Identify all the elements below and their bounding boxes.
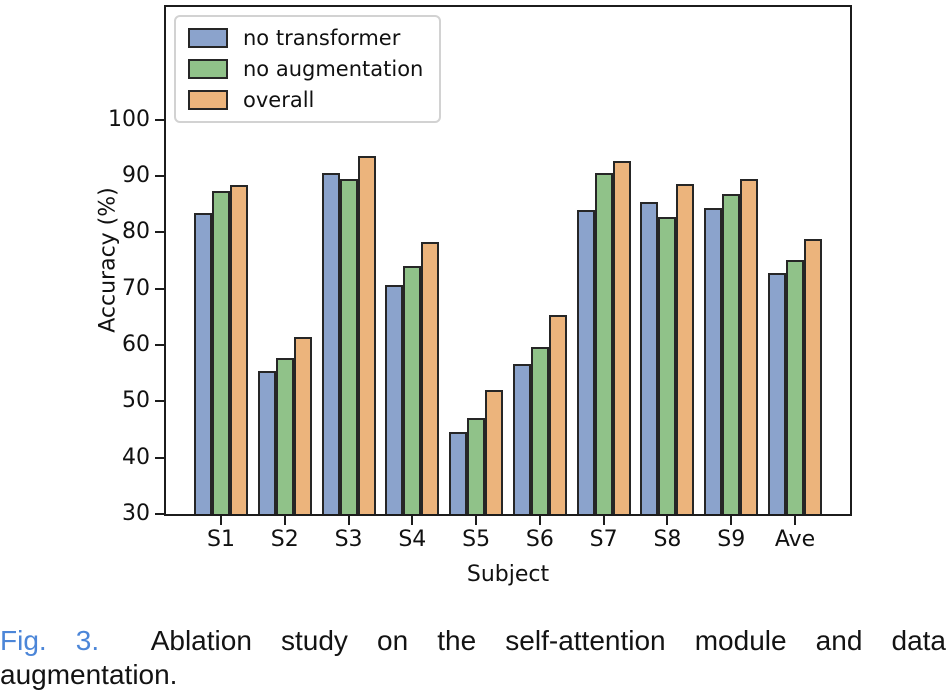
x-tick-label: S8: [653, 527, 682, 552]
bar-s7-no-transformer: [576, 209, 595, 514]
x-tick-mark: [602, 514, 605, 525]
y-tick-mark: [155, 175, 166, 177]
x-tick-mark: [538, 514, 541, 525]
y-tick-mark: [155, 118, 166, 121]
bar-s5-no-augmentation: [467, 417, 486, 514]
legend-item: no augmentation: [188, 57, 423, 81]
x-tick-mark: [411, 514, 414, 525]
y-tick-label: 90: [122, 163, 150, 188]
x-tick-mark: [794, 514, 796, 525]
bar-ave-overall: [804, 239, 822, 514]
bar-s9-no-augmentation: [722, 194, 741, 514]
bar-s7-overall: [612, 160, 631, 514]
bar-s8-no-transformer: [640, 202, 659, 514]
bar-s4-overall: [421, 242, 440, 514]
bar-s9-overall: [740, 179, 759, 514]
x-tick-label: S4: [398, 527, 427, 552]
legend-item: no transformer: [188, 26, 423, 50]
x-tick-label: S7: [589, 527, 618, 552]
y-tick-label: 60: [122, 332, 150, 357]
y-tick-mark: [155, 400, 166, 403]
y-tick-mark: [155, 287, 166, 290]
y-tick-label: 50: [122, 388, 150, 414]
x-tick-label: S9: [717, 527, 746, 552]
bar-s8-overall: [676, 184, 695, 514]
bar-s8-no-augmentation: [658, 216, 677, 514]
bar-s1-no-augmentation: [212, 191, 230, 514]
bar-s2-no-transformer: [257, 370, 276, 514]
bar-s5-no-transformer: [449, 432, 468, 514]
y-tick-label: 30: [122, 501, 150, 526]
x-axis-title: Subject: [466, 562, 550, 587]
bar-s4-no-transformer: [385, 284, 404, 514]
caption-text: Ablation study on the self-attention mod…: [150, 625, 946, 656]
x-tick-label: Ave: [774, 527, 816, 552]
caption-line-2: augmentation.: [0, 659, 178, 690]
x-tick-label: S6: [525, 527, 554, 552]
bar-s3-overall: [357, 155, 376, 514]
y-tick-mark: [155, 344, 166, 346]
caption-line-1: Fig. 3. Ablation study on the self-atten…: [0, 624, 946, 658]
bar-s5-overall: [485, 390, 504, 514]
figure-caption: Fig. 3. Ablation study on the self-atten…: [0, 624, 946, 692]
bar-s9-no-transformer: [704, 207, 723, 514]
legend-item: overall: [188, 88, 423, 112]
y-tick-label: 70: [122, 275, 150, 301]
y-axis-title: Accuracy (%): [95, 187, 121, 333]
legend-label: overall: [243, 88, 315, 112]
bar-s6-no-transformer: [512, 364, 531, 514]
x-tick-label: S1: [207, 527, 235, 552]
x-tick-mark: [283, 514, 286, 525]
legend-swatch-icon: [188, 59, 228, 79]
bar-s1-no-transformer: [194, 212, 212, 514]
bar-s7-no-augmentation: [594, 172, 613, 514]
bar-s3-no-augmentation: [339, 179, 358, 514]
bar-s6-no-augmentation: [530, 346, 549, 514]
figure-number: Fig. 3.: [0, 625, 100, 656]
y-tick-mark: [155, 456, 166, 459]
x-tick-label: S2: [270, 527, 299, 552]
y-tick-label: 80: [122, 219, 150, 245]
x-tick-mark: [347, 514, 350, 525]
x-tick-mark: [220, 514, 222, 525]
bar-s6-overall: [548, 315, 567, 514]
legend-label: no transformer: [243, 26, 401, 50]
legend-swatch-icon: [188, 90, 228, 110]
y-tick-mark: [155, 231, 166, 234]
bar-s2-no-augmentation: [275, 357, 294, 514]
plot-area: no transformer no augmentation overall Sub…: [108, 5, 852, 587]
y-tick-label: 100: [108, 106, 150, 132]
bar-s3-no-transformer: [321, 172, 340, 514]
bar-s1-overall: [230, 185, 248, 514]
x-tick-mark: [475, 514, 478, 525]
y-tick-label: 40: [122, 444, 150, 470]
legend-swatch-icon: [188, 28, 228, 48]
bar-ave-no-transformer: [768, 273, 786, 514]
legend: no transformer no augmentation overall: [174, 15, 442, 123]
legend-label: no augmentation: [243, 57, 424, 81]
x-tick-label: S5: [462, 527, 491, 552]
bar-s4-no-augmentation: [403, 265, 422, 514]
bar-ave-no-augmentation: [786, 259, 804, 514]
y-tick-mark: [155, 513, 166, 515]
x-tick-mark: [666, 514, 669, 525]
x-tick-label: S3: [334, 527, 363, 552]
bar-s2-overall: [293, 336, 312, 514]
x-tick-mark: [730, 514, 733, 525]
